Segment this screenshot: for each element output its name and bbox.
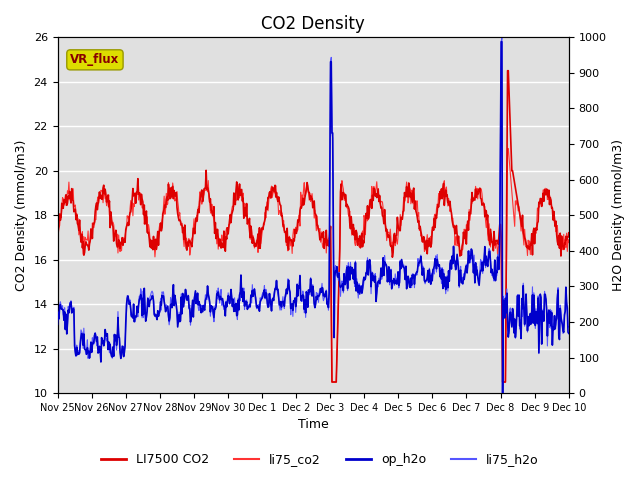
Text: VR_flux: VR_flux	[70, 53, 120, 66]
Title: CO2 Density: CO2 Density	[261, 15, 365, 33]
Y-axis label: CO2 Density (mmol/m3): CO2 Density (mmol/m3)	[15, 140, 28, 291]
Legend: LI7500 CO2, li75_co2, op_h2o, li75_h2o: LI7500 CO2, li75_co2, op_h2o, li75_h2o	[96, 448, 544, 471]
X-axis label: Time: Time	[298, 419, 328, 432]
Y-axis label: H2O Density (mmol/m3): H2O Density (mmol/m3)	[612, 139, 625, 291]
